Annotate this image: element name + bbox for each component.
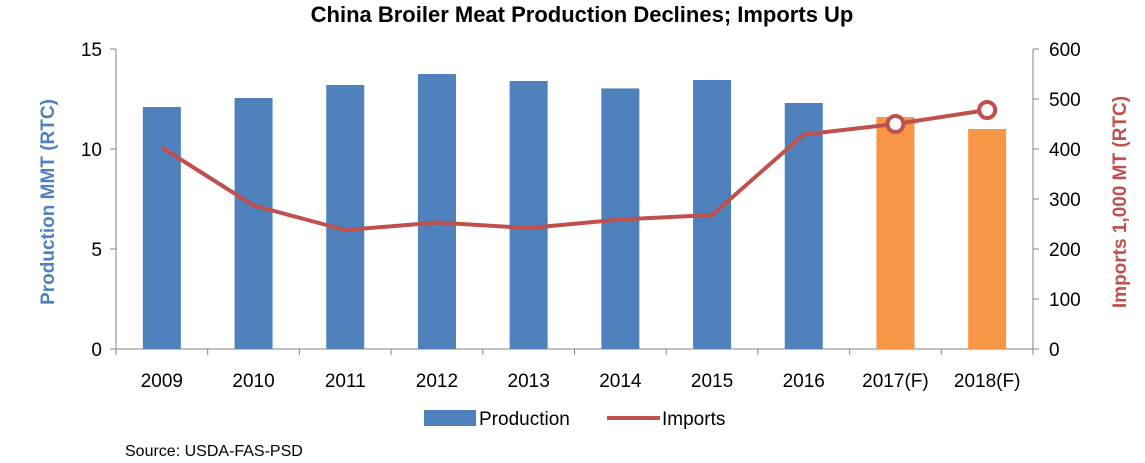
line-imports: [160, 108, 988, 232]
legend-label-imports: Imports: [662, 409, 725, 430]
y-right-tick-label: 300: [1049, 190, 1081, 211]
plot-area: 0 5 10 15 0 100 200 300 400 500 600 2009 2010 2011 201…: [81, 40, 1081, 392]
x-tick-label: 2014: [599, 371, 642, 392]
y-right-tick-label: 500: [1049, 90, 1081, 111]
bar-production-2016: [784, 103, 823, 349]
legend-swatch-production: [424, 410, 476, 426]
y-right-tick-label: 200: [1049, 240, 1081, 261]
legend: Production Imports: [424, 409, 725, 430]
bar-production-2009: [142, 107, 181, 349]
y-right-tick-label: 400: [1049, 140, 1081, 161]
x-tick-label: 2017(F): [862, 371, 929, 392]
y-right-tick-label: 0: [1049, 340, 1060, 361]
x-tick-label: 2016: [783, 371, 825, 392]
x-tick-label: 2009: [141, 371, 183, 392]
y-left-tick-label: 15: [81, 40, 102, 61]
x-tick-label: 2018(F): [954, 371, 1021, 392]
bar-production-2010: [234, 98, 273, 349]
legend-label-production: Production: [479, 409, 570, 430]
bar-production-2013: [509, 81, 548, 349]
y-left-tick-label: 0: [91, 340, 102, 361]
bar-production-2017(F): [876, 117, 915, 349]
y-left-tick-label: 10: [81, 140, 102, 161]
marker-imports-2018(F): [977, 100, 998, 120]
bar-production-2011: [326, 85, 365, 349]
source-note: Source: USDA-FAS-PSD: [125, 443, 303, 460]
x-tick-label: 2013: [508, 371, 550, 392]
y-axis-left-label: Production MMT (RTC): [38, 99, 59, 305]
y-axis-right-label: Imports 1,000 MT (RTC): [1110, 96, 1131, 308]
y-right-tick-label: 100: [1049, 290, 1081, 311]
x-tick-label: 2011: [325, 371, 366, 392]
marker-imports-2017(F): [885, 114, 906, 134]
bar-production-2012: [417, 74, 456, 349]
y-left-tick-label: 5: [91, 240, 102, 261]
y-right-tick-label: 600: [1049, 40, 1081, 61]
x-tick-label: 2010: [232, 371, 274, 392]
chart-title: China Broiler Meat Production Declines; …: [311, 2, 854, 27]
x-tick-label: 2015: [691, 371, 733, 392]
x-tick-label: 2012: [416, 371, 458, 392]
bar-production-2018(F): [968, 129, 1007, 349]
